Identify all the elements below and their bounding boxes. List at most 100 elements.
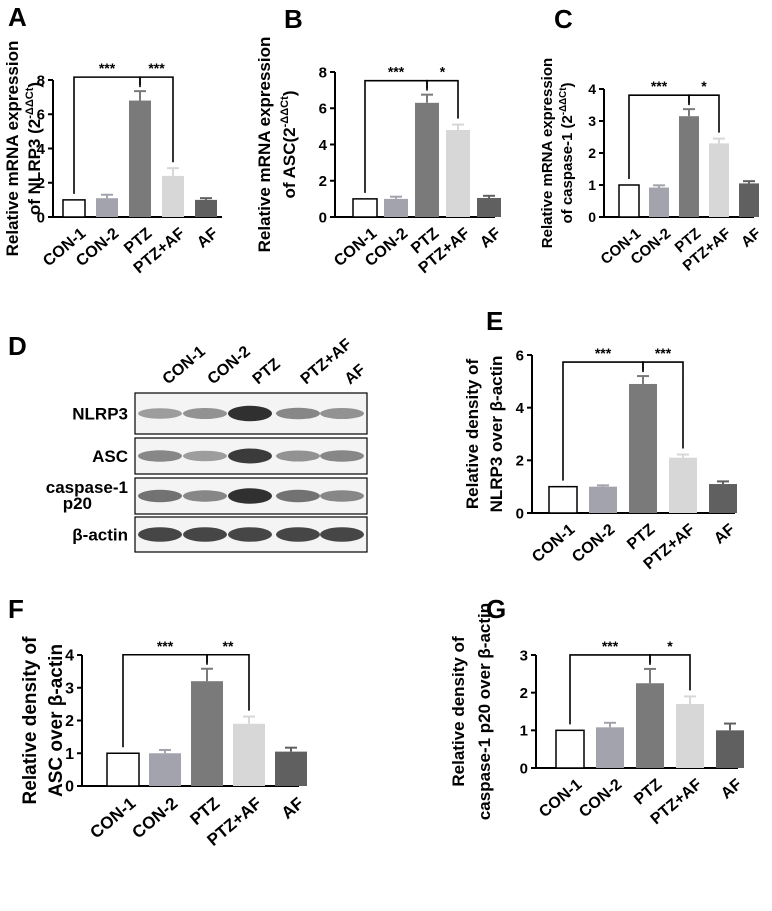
bar-con-1 <box>352 198 378 218</box>
bar-con-1 <box>62 199 86 218</box>
y-axis-title-line1: Relative mRNA expression <box>3 41 22 257</box>
significance-label: ** <box>223 638 234 654</box>
y-tick-label: 2 <box>588 145 596 161</box>
y-axis-title-line1: Relative density of <box>449 636 468 787</box>
y-tick-label: 3 <box>520 647 528 664</box>
y-axis-title-line1: Relative mRNA expression <box>539 58 556 248</box>
blot-band <box>228 488 272 504</box>
blot-row-label: ASC <box>92 447 128 466</box>
blot-band <box>183 527 227 542</box>
blot-band <box>183 408 227 419</box>
significance-label: *** <box>388 64 405 80</box>
y-tick-label: 0 <box>65 779 74 796</box>
y-tick-label: 8 <box>37 72 45 89</box>
blot-band <box>138 489 182 503</box>
panel-label-b: B <box>284 4 303 34</box>
y-tick-label: 0 <box>37 209 45 226</box>
bar-af <box>709 484 737 513</box>
y-tick-label: 1 <box>588 177 596 193</box>
significance-label: *** <box>148 60 165 76</box>
significance-label: *** <box>157 638 174 654</box>
y-tick-label: 2 <box>516 453 524 470</box>
significance-bracket <box>688 94 720 133</box>
y-tick-label: 1 <box>520 723 528 740</box>
blot-band <box>138 408 182 419</box>
bar-con-2 <box>589 486 617 513</box>
bar-ptz-plus-af <box>233 723 265 786</box>
x-tick-label: AF <box>718 776 745 803</box>
panel-label-d: D <box>8 331 27 361</box>
y-tick-label: 0 <box>520 760 528 777</box>
lane-label: PTZ <box>250 355 284 388</box>
x-tick-label: CON-1 <box>529 521 578 566</box>
y-tick-label: 1 <box>65 746 74 763</box>
significance-label: *** <box>99 60 116 76</box>
blot-band <box>320 408 364 419</box>
bar-af <box>477 197 501 217</box>
y-tick-label: 0 <box>588 209 596 225</box>
bar-ptz-plus-af <box>669 457 697 513</box>
y-tick-label: 6 <box>319 101 327 118</box>
significance-bracket <box>649 654 691 691</box>
y-axis-title-line1: Relative density of <box>463 359 482 510</box>
blot-band <box>320 527 364 542</box>
y-tick-label: 3 <box>65 680 74 697</box>
y-axis-title-line2: NLRP3 over β-actin <box>487 356 506 513</box>
blot-band <box>320 450 364 462</box>
x-tick-label: CON-1 <box>87 794 140 843</box>
x-tick-label: AF <box>194 225 221 252</box>
y-tick-label: 0 <box>319 209 327 226</box>
lane-label: CON-1 <box>160 343 209 388</box>
panel-label-f: F <box>8 594 24 624</box>
panel-label-c: C <box>554 4 573 34</box>
bar-con-1 <box>555 729 585 769</box>
blot-row-label: caspase-1 <box>46 478 128 497</box>
bar-con-1 <box>548 485 578 514</box>
blot-band <box>228 527 272 542</box>
y-tick-label: 0 <box>516 505 524 522</box>
panel-label-e: E <box>486 306 503 336</box>
significance-bracket <box>642 361 684 449</box>
blot-band <box>183 490 227 502</box>
y-axis-title-line2: of NLRP3 (2-ΔΔCt) <box>24 82 44 215</box>
y-tick-label: 8 <box>319 64 327 81</box>
blot-band <box>276 489 320 503</box>
x-tick-label: AF <box>278 794 308 823</box>
y-tick-label: 4 <box>65 648 74 665</box>
significance-label: *** <box>602 638 619 654</box>
bar-con-1 <box>106 752 140 787</box>
significance-label: *** <box>595 345 612 361</box>
blot-band <box>228 405 272 422</box>
blot-band <box>138 450 182 462</box>
blot-band <box>276 450 320 462</box>
blot-band <box>320 490 364 502</box>
y-tick-label: 6 <box>37 107 45 124</box>
x-tick-label: AF <box>738 225 764 251</box>
y-tick-label: 6 <box>516 347 524 364</box>
panel-label-g: G <box>486 594 506 624</box>
bar-ptz-plus-af <box>676 703 704 768</box>
blot-row-label: NLRP3 <box>72 405 128 424</box>
bar-ptz <box>636 683 664 768</box>
x-tick-label: AF <box>711 521 738 548</box>
blot-band <box>228 448 272 464</box>
bar-con-2 <box>384 198 408 217</box>
y-axis-title-line2: of caspase-1 (2-ΔΔCt) <box>558 83 576 224</box>
significance-bracket <box>139 76 174 163</box>
x-tick-label: CON-2 <box>569 521 618 566</box>
bar-con-1 <box>618 184 640 218</box>
y-axis-title-line1: Relative density of <box>20 636 41 805</box>
bar-ptz-plus-af <box>446 130 470 217</box>
y-axis-title-line1: Relative mRNA expression <box>255 37 274 253</box>
bar-af <box>195 199 217 217</box>
y-tick-label: 4 <box>516 400 525 417</box>
x-tick-label: CON-2 <box>129 794 182 843</box>
bar-ptz <box>191 681 223 786</box>
blot-band <box>138 527 182 542</box>
bar-ptz <box>629 383 657 513</box>
bar-af <box>275 751 307 786</box>
